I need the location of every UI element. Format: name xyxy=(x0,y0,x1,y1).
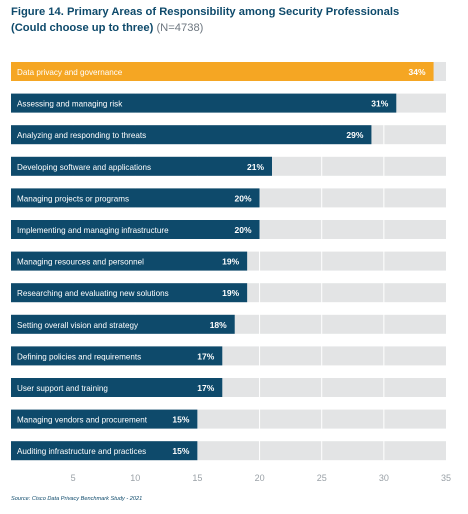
bar-value-label: 17% xyxy=(197,351,214,361)
bar-value-label: 18% xyxy=(210,320,227,330)
bar-category-label: Setting overall vision and strategy xyxy=(17,321,139,330)
bar xyxy=(11,62,434,81)
chart-subtitle: (Could choose up to three) xyxy=(11,22,154,34)
bar-value-label: 34% xyxy=(409,67,426,77)
x-tick-label: 10 xyxy=(130,473,140,483)
bar-category-label: Managing vendors and procurement xyxy=(17,416,148,425)
x-tick-label: 25 xyxy=(317,473,327,483)
bar-value-label: 21% xyxy=(247,162,264,172)
bar-category-label: Data privacy and governance xyxy=(17,68,123,77)
bar xyxy=(11,188,260,208)
bar-category-label: Managing projects or programs xyxy=(17,194,129,203)
bar-value-label: 15% xyxy=(172,415,189,425)
bar-value-label: 20% xyxy=(235,193,252,203)
bar xyxy=(11,93,397,113)
x-tick-label: 15 xyxy=(192,473,202,483)
bar-category-label: User support and training xyxy=(17,384,108,393)
x-tick-label: 20 xyxy=(255,473,265,483)
bar-value-label: 17% xyxy=(197,383,214,393)
bar xyxy=(11,283,248,303)
bar xyxy=(11,156,272,176)
bar-value-label: 19% xyxy=(222,288,239,298)
bar xyxy=(11,346,223,366)
x-tick-label: 35 xyxy=(441,473,451,483)
chart-title-block: Figure 14. Primary Areas of Responsibili… xyxy=(11,4,461,36)
bar-value-label: 20% xyxy=(235,225,252,235)
bar-value-label: 15% xyxy=(172,446,189,456)
bar-category-label: Assessing and managing risk xyxy=(17,100,123,109)
bar xyxy=(11,314,235,334)
bar xyxy=(11,251,248,271)
bar xyxy=(11,125,372,145)
bar-category-label: Researching and evaluating new solutions xyxy=(17,289,169,298)
bar-category-label: Implementing and managing infrastructure xyxy=(17,226,169,235)
bar-category-label: Auditing infrastructure and practices xyxy=(17,447,146,456)
bar xyxy=(11,378,223,397)
bar-category-label: Analyzing and responding to threats xyxy=(17,131,146,140)
chart-title-line-2: (Could choose up to three) (N=4738) xyxy=(11,20,461,36)
bar xyxy=(11,409,198,429)
x-tick-label: 30 xyxy=(379,473,389,483)
bar-category-label: Managing resources and personnel xyxy=(17,258,144,267)
x-tick-label: 5 xyxy=(71,473,76,483)
bar xyxy=(11,220,260,239)
bar-category-label: Developing software and applications xyxy=(17,163,151,172)
bar-value-label: 29% xyxy=(346,130,363,140)
chart-title-line-1: Figure 14. Primary Areas of Responsibili… xyxy=(11,6,400,18)
bar-category-label: Defining policies and requirements xyxy=(17,352,141,361)
bar xyxy=(11,441,198,461)
bar-value-label: 19% xyxy=(222,257,239,267)
bar-value-label: 31% xyxy=(371,99,388,109)
sample-size: (N=4738) xyxy=(156,22,204,34)
source-note: Source: Cisco Data Privacy Benchmark Stu… xyxy=(11,496,143,502)
